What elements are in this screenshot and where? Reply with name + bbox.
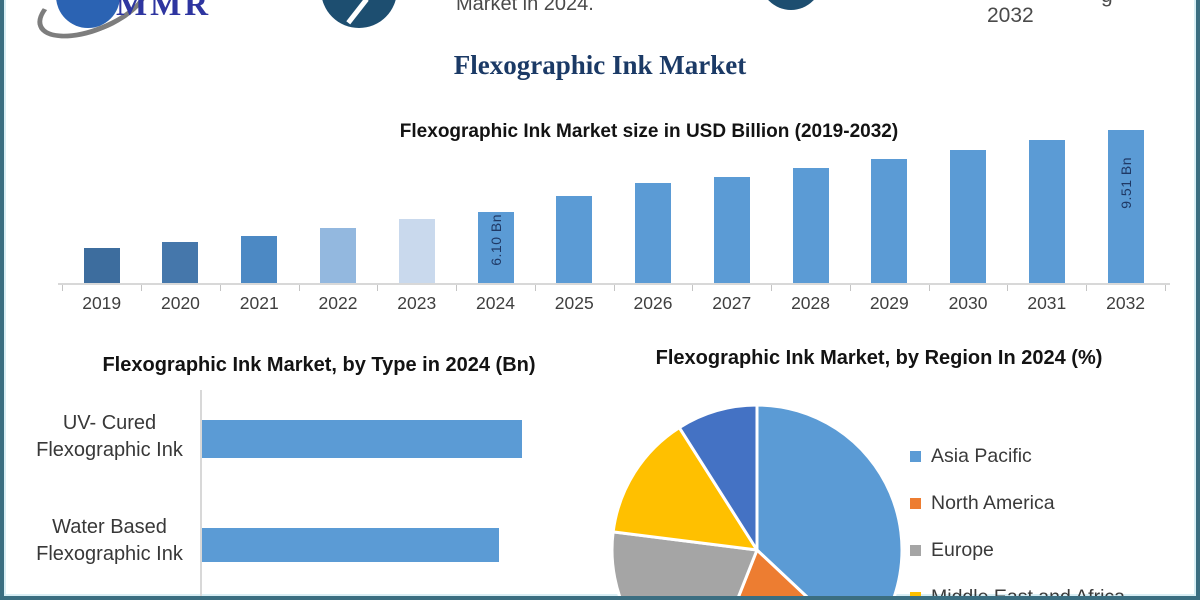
legend-item-asia-pacific: Asia Pacific — [910, 445, 1125, 467]
legend-swatch — [910, 591, 921, 596]
bar-2029 — [871, 159, 908, 284]
year-label-2025: 2025 — [554, 293, 594, 313]
legend-swatch — [910, 450, 921, 462]
year-label-2030: 2030 — [948, 293, 988, 313]
bar-data-label-2024: 6.10 Bn — [487, 214, 504, 266]
legend-item-middle-east-and-africa: Middle East and Africa — [910, 585, 1126, 600]
pie-slice-europe — [610, 530, 759, 596]
type-category-label: UV- Cured Flexographic Ink — [22, 410, 197, 464]
yearly-chart-title: Flexographic Ink Market size in USD Bill… — [399, 121, 899, 142]
bar-2022 — [319, 228, 356, 284]
type-category-label-line: Water Based — [52, 516, 167, 538]
legend-label: North America — [931, 491, 1055, 514]
bar-2023 — [398, 219, 435, 284]
x-axis-tick — [298, 285, 300, 291]
x-axis-tick — [62, 285, 64, 291]
type-category-label-line: Flexographic Ink — [36, 543, 183, 565]
x-axis-tick — [928, 285, 930, 291]
pie-slice-north-america — [737, 548, 809, 596]
type-category-label-line: UV- Cured — [62, 412, 157, 434]
bar-2021 — [241, 236, 278, 284]
legend-label: Europe — [931, 538, 994, 561]
bar-2019 — [83, 248, 120, 284]
type-category-label: Water Based Flexographic Ink — [22, 514, 197, 568]
yearly-bars: 6.10 Bn 9.51 Bn — [4, 0, 1196, 284]
x-axis-tick — [692, 285, 694, 291]
legend-item-north-america: North America — [910, 492, 1125, 514]
year-label-2029: 2029 — [869, 293, 909, 313]
x-axis-tick — [534, 285, 536, 291]
decorative-circle-icon — [760, 0, 822, 10]
bar-2027 — [713, 177, 750, 284]
x-axis-tick — [1086, 285, 1088, 291]
type-bar-water-based — [202, 528, 499, 562]
x-axis-tick — [613, 285, 615, 291]
pie-slice-south-america — [677, 403, 759, 552]
pie-slice-middle-east-and-africa — [611, 426, 759, 552]
bar-2020 — [162, 242, 199, 284]
year-label-2020: 2020 — [160, 293, 200, 313]
header-year-fragment: 2032 — [987, 4, 1034, 27]
type-bar-uv-cured — [202, 420, 522, 458]
page-title: Flexographic Ink Market — [453, 50, 747, 80]
x-axis-tick — [771, 285, 773, 291]
year-label-2022: 2022 — [318, 293, 358, 313]
year-label-2024: 2024 — [476, 293, 515, 313]
type-chart-title: Flexographic Ink Market, by Type in 2024… — [102, 354, 536, 376]
bar-2028 — [792, 168, 829, 284]
header-caption-fragment: Market in 2024. — [456, 0, 594, 15]
bar-2025 — [556, 196, 593, 284]
pie — [610, 403, 904, 596]
type-category-label-line: Flexographic Ink — [36, 439, 183, 461]
type-axis-line — [200, 390, 202, 596]
bar-2026 — [635, 183, 672, 284]
year-label-2032: 2032 — [1106, 293, 1146, 313]
x-axis-tick — [1007, 285, 1009, 291]
year-label-2027: 2027 — [712, 293, 752, 313]
x-axis-line — [58, 283, 1170, 285]
year-label-2023: 2023 — [397, 293, 437, 313]
x-axis-tick — [219, 285, 221, 291]
x-axis-tick — [377, 285, 379, 291]
x-axis-tick — [1164, 285, 1166, 291]
clipped-text-fragment: g — [1101, 0, 1113, 8]
bar-2030 — [950, 150, 987, 284]
bar-data-label-2032: 9.51 Bn — [1117, 157, 1134, 209]
mmr-logo: MMR — [116, 0, 212, 23]
pie-legend: Asia Pacific North America Europe Middle Ea… — [910, 445, 1126, 600]
x-axis-tick — [141, 285, 143, 291]
x-axis-tick — [849, 285, 851, 291]
year-label-2021: 2021 — [239, 293, 279, 313]
bar-2031 — [1028, 140, 1065, 284]
year-label-2026: 2026 — [633, 293, 673, 313]
legend-label: Asia Pacific — [931, 444, 1032, 467]
year-label-2031: 2031 — [1027, 293, 1067, 313]
x-axis-tick — [456, 285, 458, 291]
legend-swatch — [910, 544, 921, 556]
legend-item-europe: Europe — [910, 539, 1125, 561]
legend-swatch — [910, 497, 921, 509]
bar-2024: 6.10 Bn — [477, 212, 514, 284]
pie-slice-asia-pacific — [755, 403, 904, 596]
year-label-2028: 2028 — [791, 293, 830, 313]
legend-label: Middle East and Africa — [931, 585, 1126, 600]
year-label-2019: 2019 — [82, 293, 122, 313]
bar-2032: 9.51 Bn — [1107, 130, 1144, 284]
pie-chart-title: Flexographic Ink Market, by Region In 20… — [655, 347, 1103, 369]
